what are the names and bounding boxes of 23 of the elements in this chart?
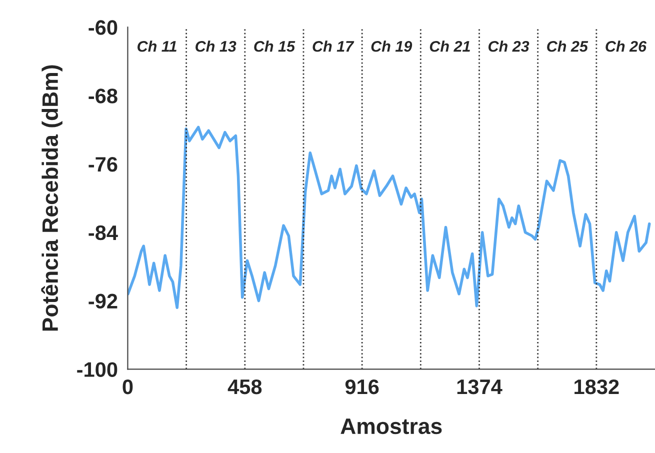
- annotation: Ch 23: [488, 40, 530, 52]
- x-tick-label: 1832: [574, 379, 619, 394]
- y-tick-label: -60: [88, 20, 118, 35]
- y-tick-label: -84: [88, 225, 118, 240]
- y-tick-label: -76: [88, 156, 118, 172]
- x-tick-label: 0: [122, 379, 133, 394]
- annotation: Ch 17: [312, 40, 354, 52]
- annotation: Ch 25: [547, 40, 588, 52]
- x-tick-label: 916: [345, 379, 379, 394]
- annotation: Ch 19: [371, 40, 412, 52]
- annotation: Ch 26: [606, 40, 647, 52]
- y-tick-label: -100: [77, 362, 118, 377]
- line-series: [128, 126, 651, 310]
- annotation: Ch 11: [138, 40, 176, 52]
- x-tick-label: 458: [228, 379, 262, 394]
- annotation: Ch 21: [430, 40, 470, 52]
- y-tick-label: -92: [88, 294, 118, 309]
- annotation: Ch 15: [254, 40, 296, 52]
- y-tick-label: -68: [88, 88, 118, 104]
- x-axis-title: Amostras: [340, 418, 442, 434]
- x-tick-label: 1374: [457, 379, 502, 394]
- annotation: Ch 13: [196, 40, 236, 52]
- y-axis-title: Potência Recebida (dBm): [41, 65, 62, 331]
